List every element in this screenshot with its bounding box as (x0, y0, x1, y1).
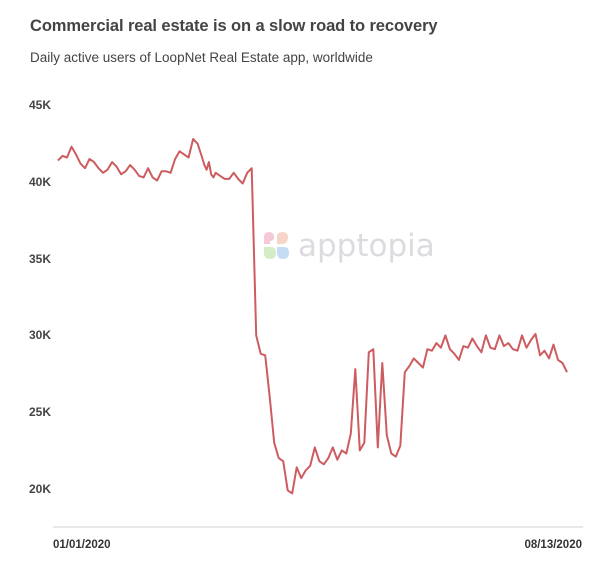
watermark: apptopia (262, 228, 435, 264)
y-tick-label: 25K (29, 405, 52, 420)
x-tick-start: 01/01/2020 (53, 539, 111, 551)
y-tick-label: 30K (29, 328, 52, 343)
y-tick-label: 45K (29, 98, 52, 113)
y-tick-label: 40K (29, 175, 52, 189)
y-tick-label: 20K (29, 481, 52, 496)
chart-subtitle: Daily active users of LoopNet Real Estat… (30, 50, 373, 65)
data-line (57, 138, 568, 495)
apptopia-logo-icon (264, 232, 289, 259)
chart-title: Commercial real estate is on a slow road… (30, 17, 438, 35)
watermark-text: apptopia (298, 228, 435, 264)
x-tick-end: 08/13/2020 (524, 539, 582, 551)
y-tick-label: 35K (29, 251, 52, 266)
